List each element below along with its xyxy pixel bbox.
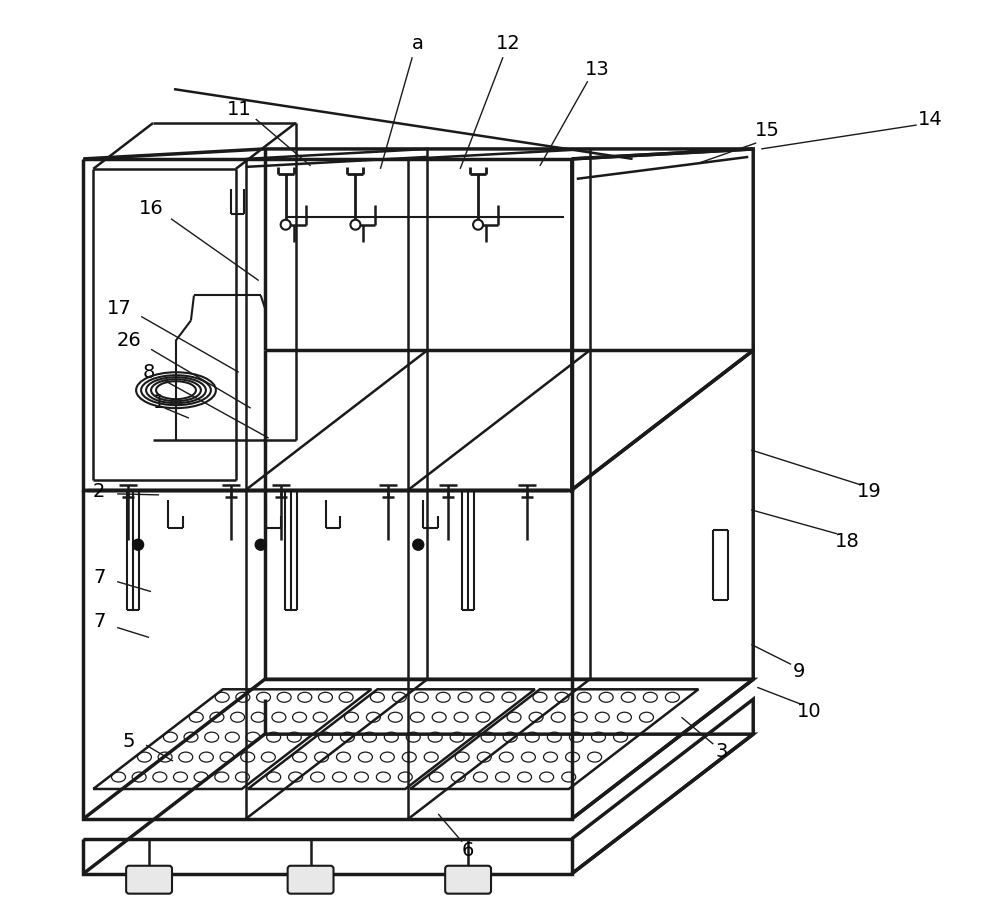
FancyBboxPatch shape bbox=[126, 866, 172, 894]
Circle shape bbox=[473, 219, 483, 229]
Text: 2: 2 bbox=[93, 483, 105, 502]
Text: 1: 1 bbox=[153, 393, 165, 411]
FancyBboxPatch shape bbox=[288, 866, 334, 894]
Text: 11: 11 bbox=[226, 100, 251, 119]
Circle shape bbox=[133, 539, 144, 550]
Text: 7: 7 bbox=[93, 612, 105, 631]
Text: a: a bbox=[412, 34, 424, 53]
Text: 6: 6 bbox=[462, 841, 474, 860]
Circle shape bbox=[350, 219, 360, 229]
Text: 13: 13 bbox=[585, 59, 610, 79]
Circle shape bbox=[413, 539, 424, 550]
Text: 9: 9 bbox=[793, 662, 805, 681]
Text: 19: 19 bbox=[857, 483, 881, 502]
FancyBboxPatch shape bbox=[445, 866, 491, 894]
Text: 7: 7 bbox=[93, 569, 105, 587]
Circle shape bbox=[281, 219, 291, 229]
Text: 18: 18 bbox=[835, 532, 859, 551]
Circle shape bbox=[255, 539, 266, 550]
Text: 16: 16 bbox=[139, 199, 163, 218]
Text: 17: 17 bbox=[107, 299, 132, 318]
Text: 10: 10 bbox=[797, 702, 821, 721]
Text: 15: 15 bbox=[755, 122, 780, 141]
Text: 12: 12 bbox=[496, 34, 520, 53]
Text: 26: 26 bbox=[117, 331, 142, 350]
Text: 8: 8 bbox=[143, 363, 155, 382]
Text: 5: 5 bbox=[123, 731, 135, 750]
Text: 14: 14 bbox=[918, 110, 943, 129]
Text: 3: 3 bbox=[715, 741, 728, 760]
